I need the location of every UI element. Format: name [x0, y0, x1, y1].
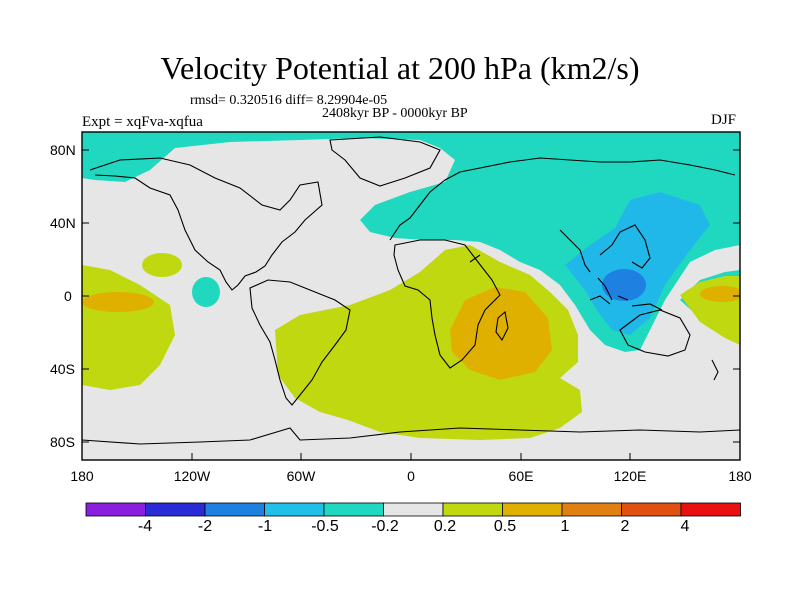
contour-teal-north [82, 132, 740, 352]
colorbar-box-8 [502, 502, 563, 517]
contour-lightblue [565, 192, 710, 335]
lon-label-180w: 180 [70, 468, 94, 484]
colorbar-label-3: -1 [257, 518, 273, 535]
coast-africa [393, 239, 501, 369]
contour-gold-west [82, 292, 154, 312]
colorbar-box-9 [561, 502, 622, 517]
lon-label-60e: 60E [508, 468, 534, 484]
lon-label-60w: 60W [286, 468, 316, 484]
lat-label-0: 0 [64, 288, 72, 304]
coast-greenland [329, 136, 441, 187]
colorbar-label-10: 4 [680, 518, 690, 535]
colorbar-box-3 [204, 502, 265, 517]
colorbar-box-10 [621, 502, 682, 517]
contour-gold-east [700, 286, 740, 302]
colorbar-label-9: 2 [620, 518, 630, 535]
stats-line: rmsd= 0.320516 diff= 8.29904e-05 [190, 93, 388, 108]
colorbar-label-1: -4 [137, 518, 153, 535]
lon-label-120w: 120W [173, 468, 211, 484]
coast-new-zealand [711, 359, 719, 381]
lat-label-40s: 40S [50, 361, 75, 377]
coast-north-america [89, 157, 323, 291]
lat-label-80s: 80S [50, 434, 75, 450]
lat-label-80n: 80N [50, 142, 76, 158]
colorbar-label-5: -0.2 [371, 518, 399, 535]
period-label: 2408kyr BP - 0000kyr BP [322, 106, 468, 121]
colorbar-box-11 [680, 502, 741, 517]
colorbar-box-7 [442, 502, 503, 517]
colorbar-label-7: 0.5 [493, 518, 517, 535]
axis-ticks [81, 149, 741, 460]
contour-gold-africa [450, 287, 552, 380]
colorbar-box-1 [85, 502, 146, 517]
map-title: Velocity Potential at 200 hPa (km2/s) [160, 50, 640, 86]
colorbar-label-2: -2 [197, 518, 213, 535]
lon-label-180e: 180 [728, 468, 752, 484]
coast-australia [619, 309, 691, 357]
lon-label-120e: 120E [613, 468, 647, 484]
lat-label-40n: 40N [50, 215, 76, 231]
colorbar-box-2 [145, 502, 206, 517]
contour-fields [82, 132, 740, 460]
colorbar-label-8: 1 [560, 518, 570, 535]
colorbar [85, 502, 741, 517]
coast-madagascar [495, 310, 509, 342]
lon-label-0: 0 [407, 468, 415, 484]
experiment-label: Expt = xqFva-xqfua [82, 114, 203, 130]
colorbar-label-6: 0.2 [433, 518, 457, 535]
coast-south-america [249, 279, 351, 406]
season-label: DJF [711, 112, 737, 128]
coast-antarctica [82, 427, 740, 445]
colorbar-box-6 [383, 502, 444, 517]
coastlines [82, 136, 740, 445]
colorbar-box-5 [323, 502, 384, 517]
colorbar-label-4: -0.5 [311, 518, 339, 535]
contour-green-pacific [142, 253, 182, 277]
coast-indonesia [589, 295, 663, 311]
colorbar-box-4 [264, 502, 325, 517]
coast-europe-asia [389, 157, 736, 301]
contour-blue [602, 269, 646, 301]
contour-teal-blob [192, 277, 220, 307]
